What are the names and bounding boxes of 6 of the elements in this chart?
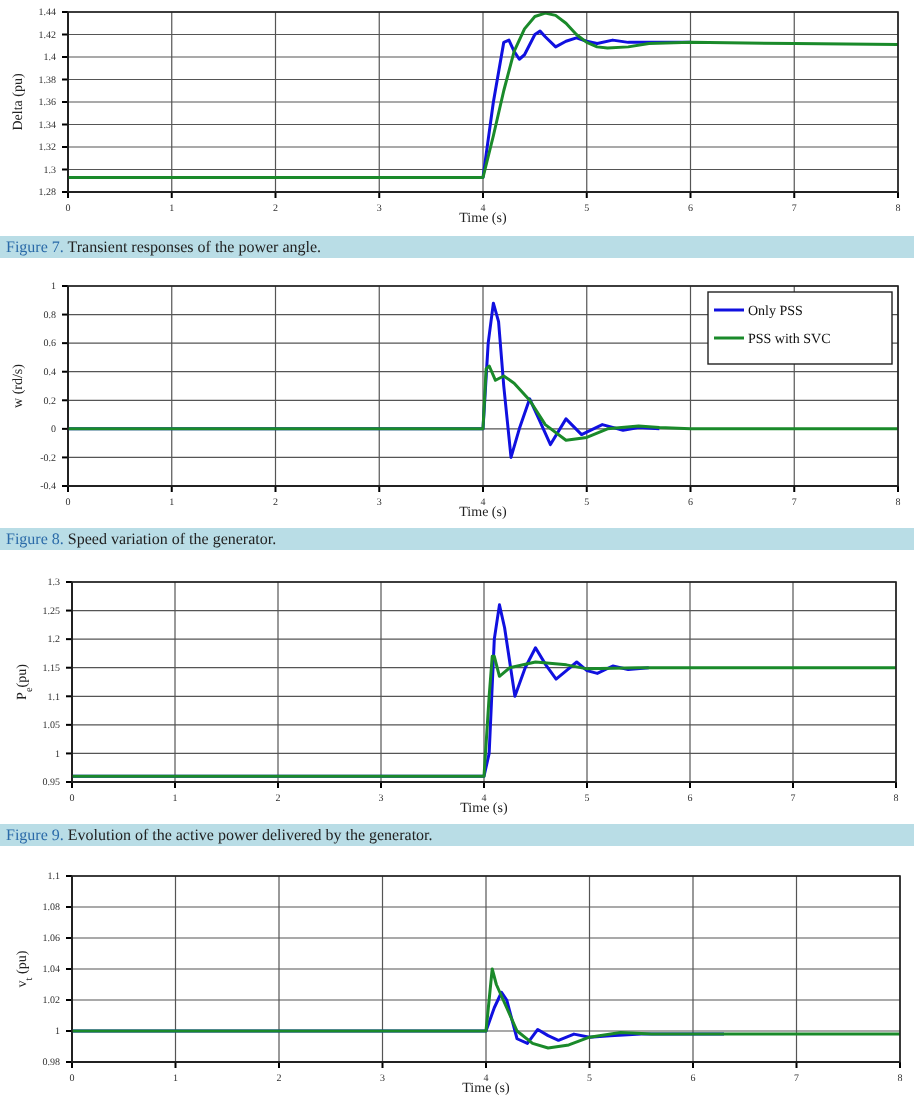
- caption: Figure 9. Evolution of the active power delivered by the generator.: [6, 826, 433, 844]
- caption: Figure 7. Transient responses of the power angle.: [6, 238, 322, 256]
- line-series: [70, 967, 902, 1050]
- line-series: [66, 364, 900, 442]
- line-series: [70, 654, 898, 778]
- caption: Figure 8. Speed variation of the generator.: [6, 530, 277, 548]
